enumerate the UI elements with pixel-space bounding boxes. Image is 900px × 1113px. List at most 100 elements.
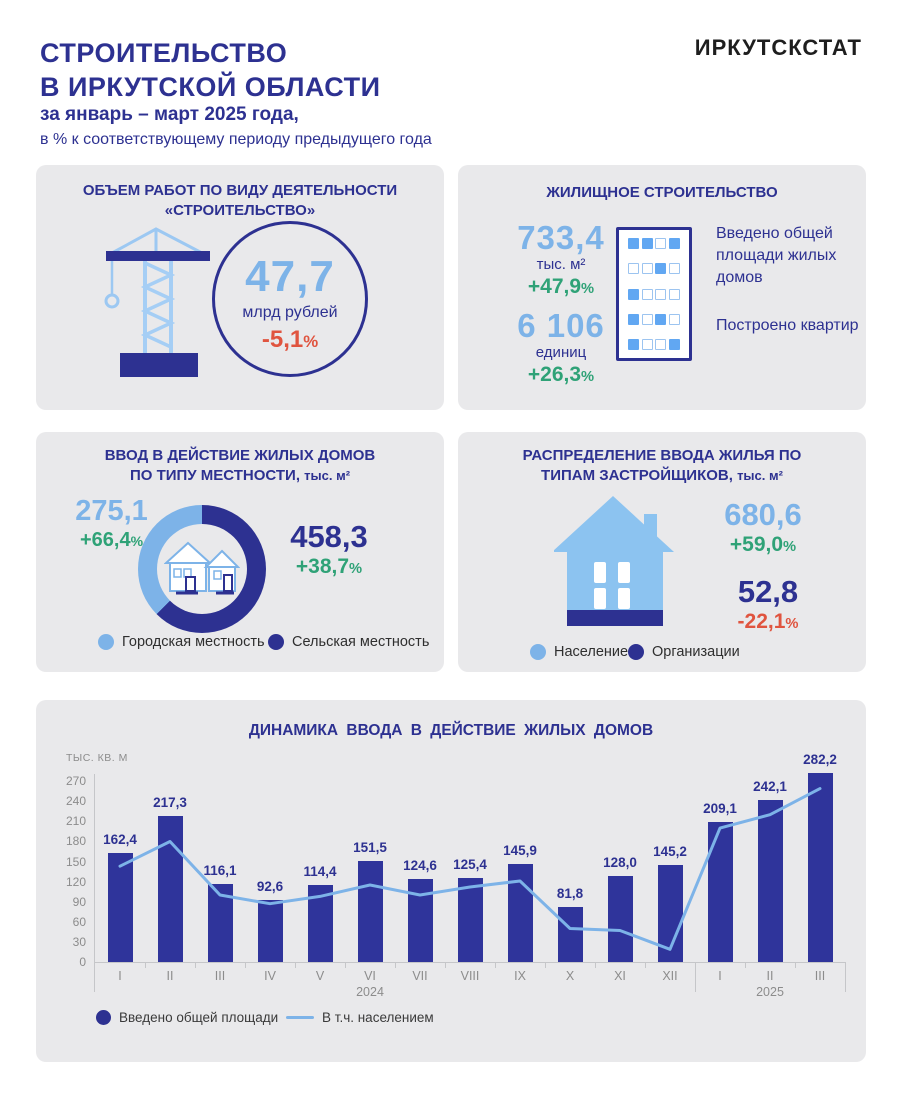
card-locality-title-unit: тыс. м²	[304, 468, 351, 483]
x-axis-category-label: I	[118, 969, 122, 983]
x-axis-category-label: III	[814, 969, 826, 983]
building-window-row	[628, 263, 680, 275]
window-icon	[641, 238, 653, 249]
y-axis-line	[94, 774, 95, 992]
bar	[757, 799, 783, 962]
bars-legend-label: Введено общей площади	[119, 1010, 279, 1025]
organizations-legend-dot	[628, 644, 644, 660]
line-legend-label: В т.ч. населением	[322, 1010, 434, 1025]
card-dynamics-chart: ДИНАМИКА ВВОДА В ДЕЙСТВИЕ ЖИЛЫХ ДОМОВ ТЫ…	[36, 700, 866, 1062]
x-axis-category-label: X	[565, 969, 575, 983]
bar-value-label: 145,2	[653, 843, 687, 859]
apartment-building-icon	[616, 227, 692, 361]
card-construction-volume: ОБЪЕМ РАБОТ ПО ВИДУ ДЕЯТЕЛЬНОСТИ «СТРОИТ…	[36, 165, 444, 410]
housing-apartments-unit: единиц	[535, 344, 587, 361]
page-title-line1: СТРОИТЕЛЬСТВО	[40, 38, 288, 68]
x-axis-category-label: I	[718, 969, 722, 983]
window-icon	[668, 288, 680, 300]
bar	[257, 899, 283, 962]
bar-value-label: 116,1	[203, 863, 237, 879]
y-axis-tick: 210	[65, 814, 86, 829]
card-locality-title: ВВОД В ДЕЙСТВИЕ ЖИЛЫХ ДОМОВ ПО ТИПУ МЕСТ…	[104, 447, 376, 484]
housing-area-change: +47,9%	[527, 275, 595, 298]
card-developers-title-unit: тыс. м²	[737, 468, 783, 483]
x-axis-category-label: VI	[364, 969, 376, 983]
rural-value: 458,3	[290, 519, 368, 554]
bar	[107, 853, 133, 962]
chart-title: ДИНАМИКА ВВОДА В ДЕЙСТВИЕ ЖИЛЫХ ДОМОВ	[248, 722, 654, 739]
bar-value-label: 282,2	[803, 752, 837, 768]
x-axis-year-label: 2025	[756, 985, 784, 999]
bar	[407, 878, 433, 962]
page-subtitle-note: в % к соответствующему периоду предыдуще…	[40, 131, 432, 148]
window-icon	[628, 263, 639, 275]
x-axis-tick	[795, 962, 796, 968]
window-icon	[628, 238, 639, 249]
x-axis-line	[94, 962, 846, 963]
population-stat: 680,6 +59,0%	[708, 499, 818, 557]
x-axis-tick	[445, 962, 446, 968]
organizations-change: -22,1%	[737, 610, 799, 633]
bar-value-label: 242,1	[753, 778, 787, 794]
housing-apartments-value: 6 106	[517, 307, 605, 344]
x-axis-tick	[745, 962, 746, 968]
population-legend-label: Население	[554, 644, 629, 660]
window-icon	[668, 238, 680, 249]
window-icon	[641, 288, 653, 300]
window-icon	[668, 263, 680, 275]
page-title-line2: В ИРКУТСКОЙ ОБЛАСТИ	[40, 72, 381, 102]
card-locality-type: ВВОД В ДЕЙСТВИЕ ЖИЛЫХ ДОМОВ ПО ТИПУ МЕСТ…	[36, 432, 444, 672]
y-axis-tick: 150	[65, 854, 86, 869]
y-axis-tick: 30	[72, 934, 86, 949]
housing-area-label: Введено общей площади жилых домов	[716, 225, 837, 286]
x-axis-tick	[395, 962, 396, 968]
bar-value-label: 162,4	[103, 832, 137, 848]
bar	[457, 878, 483, 962]
urban-legend-dot	[98, 634, 114, 650]
bar	[657, 864, 683, 962]
bar-value-label: 145,9	[503, 843, 537, 859]
card-housing-construction: ЖИЛИЩНОЕ СТРОИТЕЛЬСТВО 733,4 тыс. м² +47…	[458, 165, 866, 410]
bar	[557, 907, 583, 962]
x-axis-category-label: IV	[264, 969, 276, 983]
x-axis-tick	[345, 962, 346, 968]
building-window-row	[628, 313, 680, 325]
brand-logo: ИРКУТСКСТАТ	[694, 35, 862, 60]
urban-stat: 275,1 +66,4%	[64, 496, 159, 552]
bar-value-label: 92,6	[256, 878, 284, 894]
window-icon	[655, 339, 667, 350]
population-change: +59,0%	[729, 533, 797, 556]
x-axis-tick	[595, 962, 596, 968]
organizations-stat: 52,8 -22,1%	[713, 574, 823, 634]
window-icon	[655, 263, 667, 275]
x-axis-category-label: VII	[412, 969, 428, 983]
card-volume-title: ОБЪЕМ РАБОТ ПО ВИДУ ДЕЯТЕЛЬНОСТИ «СТРОИТ…	[82, 182, 398, 219]
window-icon	[668, 339, 680, 350]
page-subtitle-period: за январь – март 2025 года,	[40, 104, 299, 125]
rural-change: +38,7%	[295, 555, 363, 578]
x-axis-tick	[495, 962, 496, 968]
rural-legend-dot	[268, 634, 284, 650]
bar-value-label: 217,3	[153, 795, 187, 811]
page-title: СТРОИТЕЛЬСТВО В ИРКУТСКОЙ ОБЛАСТИ	[40, 36, 380, 104]
x-axis-category-label: II	[766, 969, 774, 983]
x-axis-tick	[645, 962, 646, 968]
housing-area-value: 733,4	[517, 219, 605, 256]
bar-value-label: 125,4	[453, 857, 487, 873]
x-axis-tick	[195, 962, 196, 968]
housing-area-unit: тыс. м²	[536, 256, 586, 273]
x-axis-category-label: III	[214, 969, 226, 983]
x-axis-year-label: 2024	[356, 985, 384, 999]
y-axis-tick: 270	[65, 774, 86, 789]
organizations-value: 52,8	[737, 574, 799, 609]
legend-organizations: Организации	[628, 644, 740, 660]
card-housing-title: ЖИЛИЩНОЕ СТРОИТЕЛЬСТВО	[546, 184, 778, 201]
urban-change: +66,4%	[79, 529, 144, 551]
bars-legend-dot	[96, 1010, 111, 1025]
urban-value: 275,1	[75, 495, 148, 527]
y-axis-tick: 120	[65, 874, 86, 889]
bar-value-label: 151,5	[353, 839, 387, 855]
period-separator	[695, 962, 696, 992]
y-axis-tick: 90	[72, 894, 86, 909]
